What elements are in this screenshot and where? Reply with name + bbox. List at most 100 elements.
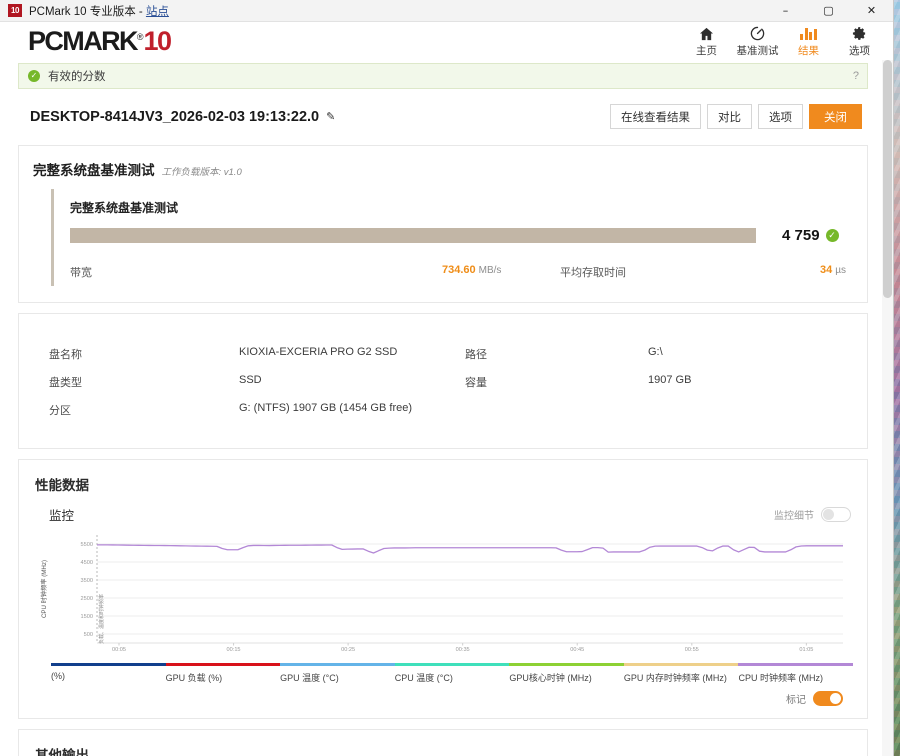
disk-info-grid: 盘名称 KIOXIA-EXCERIA PRO G2 SSD 盘类型 SSD 分区… (19, 314, 867, 448)
pcmark-logo-icon: 10 (8, 4, 22, 17)
metric-access-time-value-group: 34 µs (820, 264, 846, 280)
legend-item-cpu-temp[interactable]: CPU 温度 (°C) (394, 663, 510, 684)
nav-label-home: 主页 (696, 45, 717, 57)
disk-info-card: 盘名称 KIOXIA-EXCERIA PRO G2 SSD 盘类型 SSD 分区… (18, 313, 868, 449)
main-navigation: 主页 基准测试 结果 选项 (681, 24, 885, 58)
nav-item-home[interactable]: 主页 (681, 24, 732, 58)
results-content: ✓ 有效的分数 ? DESKTOP-8414JV3_2026-02-03 19:… (0, 60, 882, 756)
pcmark-brand-logo: PCMARK®10 (28, 25, 172, 56)
nav-label-results: 结果 (798, 45, 819, 57)
metric-bandwidth-value: 734.60 (442, 264, 476, 276)
pencil-icon[interactable]: ✎ (326, 111, 336, 123)
chart-y-tick-label: 3500 (81, 578, 93, 584)
disk-info-row: 盘名称 KIOXIA-EXCERIA PRO G2 SSD (19, 340, 443, 368)
disk-info-row: 盘类型 SSD (19, 368, 443, 396)
nav-item-options[interactable]: 选项 (834, 24, 885, 58)
legend-item-cpu-clock[interactable]: CPU 时钟频率 (MHz) (738, 663, 854, 684)
legend-label: GPU 负载 (%) (165, 673, 223, 683)
legend-label: GPU 内存时钟频率 (MHz) (623, 673, 727, 683)
chart-x-tick-label: 00:15 (227, 647, 241, 653)
registered-mark: ® (136, 31, 144, 42)
result-header-bar: DESKTOP-8414JV3_2026-02-03 19:13:22.0 ✎ … (18, 98, 868, 135)
disk-capacity-label: 容量 (465, 377, 487, 389)
legend-item-gpu-mem-clock[interactable]: GPU 内存时钟频率 (MHz) (623, 663, 739, 684)
disk-partition-value: G: (NTFS) 1907 GB (1454 GB free) (239, 402, 413, 414)
score-number: 4 759 (782, 227, 820, 244)
monitoring-detail-toggle[interactable] (821, 507, 851, 522)
mark-toggle[interactable] (813, 691, 843, 706)
close-window-button[interactable]: ✕ (866, 4, 877, 17)
metric-access-time: 平均存取时间 (560, 264, 820, 280)
vertical-scrollbar[interactable] (882, 60, 893, 756)
disk-info-right-column: 路径 G:\ 容量 1907 GB (443, 340, 867, 424)
home-icon (681, 25, 732, 42)
disk-path-value: G:\ (648, 346, 663, 358)
other-output-title: 其他输出 (35, 748, 89, 756)
metric-bandwidth: 带宽 (70, 264, 442, 280)
disk-type-label: 盘类型 (49, 377, 82, 389)
metric-bandwidth-value-group: 734.60 MB/s (442, 264, 560, 280)
view-results-online-button[interactable]: 在线查看结果 (610, 104, 701, 129)
legend-item-load[interactable]: (%) (51, 663, 166, 684)
score-valid-icon: ✓ (825, 229, 839, 242)
monitoring-header: 监控 监控细节 (19, 494, 867, 524)
help-icon[interactable]: ? (852, 70, 859, 82)
chart-y-tick-label: 500 (84, 632, 93, 638)
legend-swatch (738, 663, 854, 666)
chart-gridlines (97, 543, 843, 635)
benchmark-score: 4 759 ✓ (782, 227, 839, 244)
benchmark-title-text: 完整系统盘基准测试 (33, 163, 155, 178)
nav-item-results[interactable]: 结果 (783, 24, 834, 58)
maximize-button[interactable]: ▢ (823, 4, 834, 17)
performance-card: 性能数据 监控 监控细节 500 1500 2500 35 (18, 459, 868, 719)
close-result-button[interactable]: 关闭 (809, 104, 862, 129)
chart-y-tick-label: 5500 (81, 542, 93, 548)
score-bar-row: 4 759 ✓ (70, 227, 853, 244)
window-titlebar: 10 PCMark 10 专业版本 - 站点 – ▢ ✕ (0, 0, 893, 22)
disk-info-row: 路径 G:\ (443, 340, 867, 368)
disk-type-value: SSD (239, 374, 262, 386)
chart-x-tick-labels: 00:05 00:15 00:25 00:35 00:45 00:55 01:05 (112, 643, 813, 653)
minimize-button[interactable]: – (782, 4, 789, 17)
result-name-label: DESKTOP-8414JV3_2026-02-03 19:13:22.0 (30, 108, 320, 125)
disk-capacity-value: 1907 GB (648, 374, 692, 386)
chart-y-tick-labels: 500 1500 2500 3500 4500 5500 (81, 542, 93, 638)
cpu-clock-series-line (97, 544, 843, 554)
monitoring-detail-toggle-group: 监控细节 (774, 507, 851, 522)
workload-version-label: 工作负载版本: v1.0 (161, 167, 242, 178)
gear-icon (834, 25, 885, 42)
nav-label-options: 选项 (849, 45, 870, 57)
chart-legend: (%) GPU 负载 (%) GPU 温度 (°C) CPU 温度 (°C) (19, 659, 867, 684)
legend-label: CPU 时钟频率 (MHz) (738, 673, 823, 683)
benchmark-card: 完整系统盘基准测试 工作负载版本: v1.0 完整系统盘基准测试 4 759 ✓ 带… (18, 145, 868, 303)
metric-bandwidth-unit: MB/s (478, 265, 502, 276)
results-scroll-area: ✓ 有效的分数 ? DESKTOP-8414JV3_2026-02-03 19:… (0, 60, 893, 756)
bar-chart-icon (783, 25, 834, 42)
benchmark-score-block: 完整系统盘基准测试 4 759 ✓ 带宽 734.60 MB/s (51, 189, 853, 286)
legend-swatch (165, 663, 281, 666)
valid-score-text: 有效的分数 (48, 71, 106, 83)
score-bar (70, 228, 756, 243)
scrollbar-thumb[interactable] (883, 60, 892, 298)
chart-y-axis-secondary-label: 负载、温度和时钟频率 (98, 594, 105, 644)
options-button[interactable]: 选项 (758, 104, 803, 129)
compare-button[interactable]: 对比 (707, 104, 752, 129)
window-title-link[interactable]: 站点 (145, 5, 169, 18)
chart-y-axis-label: CPU 时钟频率 (MHz) (40, 560, 48, 618)
legend-item-gpu-core-clock[interactable]: GPU核心时钟 (MHz) (509, 663, 624, 684)
brand-text: PCMARK (28, 25, 139, 56)
nav-item-benchmark[interactable]: 基准测试 (732, 24, 783, 58)
legend-item-gpu-temp[interactable]: GPU 温度 (°C) (280, 663, 395, 684)
monitoring-chart: 500 1500 2500 3500 4500 5500 00:05 00:15 00:25 0… (19, 524, 867, 659)
performance-title: 性能数据 (35, 478, 89, 493)
legend-swatch (623, 663, 739, 666)
legend-item-gpu-load[interactable]: GPU 负载 (%) (165, 663, 281, 684)
chart-x-tick-label: 00:45 (570, 647, 584, 653)
disk-name-value: KIOXIA-EXCERIA PRO G2 SSD (239, 346, 398, 358)
chart-y-tick-label: 1500 (81, 614, 93, 620)
disk-info-row: 容量 1907 GB (443, 368, 867, 396)
mark-toggle-label: 标记 (786, 695, 806, 706)
toggle-knob (823, 509, 834, 520)
